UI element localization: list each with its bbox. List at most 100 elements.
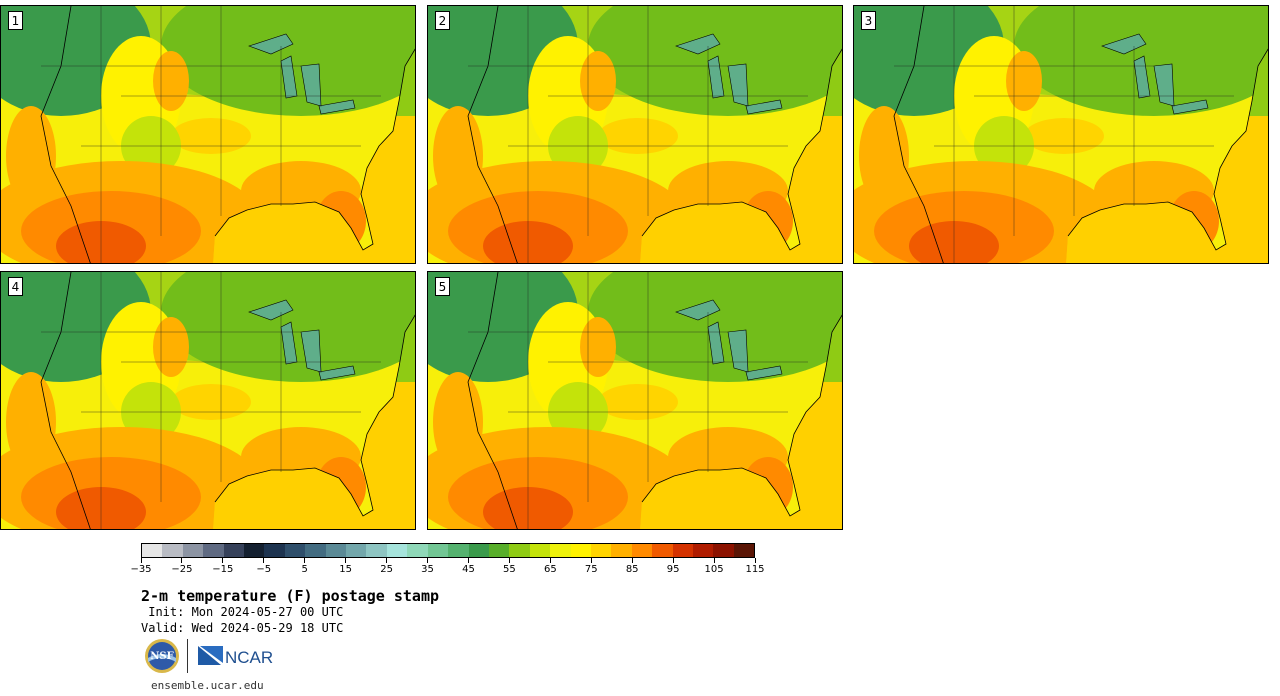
colorbar-swatch [346, 544, 367, 557]
land-area [1, 6, 415, 263]
colorbar-tick-label: −35 [130, 564, 152, 575]
colorbar-tick [549, 558, 551, 563]
west-coastline [467, 272, 518, 529]
colorbar-tick [181, 558, 183, 563]
colorbar-tick-label: 5 [301, 564, 308, 575]
colorbar-swatch [427, 544, 449, 557]
temperature-map [428, 6, 842, 263]
colorbar-swatch [244, 544, 265, 557]
nsf-logo-text: NSF [150, 651, 173, 662]
colorbar-swatch [631, 544, 653, 557]
website-url: ensemble.ucar.edu [151, 679, 264, 692]
temperature-colorbar [141, 543, 755, 558]
coastline [214, 314, 415, 517]
colorbar-tick [467, 558, 469, 563]
coastline [641, 48, 842, 251]
west-coastline [40, 272, 91, 529]
colorbar-tick [590, 558, 592, 563]
colorbar-swatch [509, 544, 530, 557]
colorbar-tick [345, 558, 347, 563]
colorbar-swatch [264, 544, 285, 557]
temperature-map [428, 272, 842, 529]
colorbar-swatch [386, 544, 408, 557]
panel-number: 4 [8, 277, 23, 296]
colorbar-swatch [142, 544, 163, 557]
temperature-map [854, 6, 1268, 263]
map-panel-2: 2 [427, 5, 843, 264]
land-area [854, 6, 1268, 263]
panel-number: 5 [435, 277, 450, 296]
colorbar-tick-label: −5 [256, 564, 272, 575]
land-area [428, 6, 842, 263]
colorbar-swatch [182, 544, 204, 557]
colorbar-tick [263, 558, 265, 563]
temperature-map [1, 6, 415, 263]
colorbar-tick-label: −15 [212, 564, 234, 575]
colorbar-swatch [325, 544, 347, 557]
colorbar-swatch [407, 544, 428, 557]
colorbar-swatch [590, 544, 612, 557]
colorbar-swatch [652, 544, 673, 557]
colorbar-tick [713, 558, 715, 563]
west-coastline [40, 6, 91, 263]
state-borders [468, 272, 808, 529]
map-panel-3: 3 [853, 5, 1269, 264]
state-borders [41, 272, 381, 529]
ncar-logo: NCAR [198, 646, 273, 667]
map-panel-1: 1 [0, 5, 416, 264]
west-coastline [893, 6, 944, 263]
valid-time: Valid: Wed 2024-05-29 18 UTC [141, 621, 344, 635]
west-coastline [467, 6, 518, 263]
colorbar-tick-label: 95 [666, 564, 680, 575]
nsf-logo: NSF [145, 639, 179, 673]
colorbar-swatch [611, 544, 632, 557]
coastline [1067, 48, 1268, 251]
panel-number: 2 [435, 11, 450, 30]
colorbar-swatch [223, 544, 245, 557]
colorbar-tick-label: 75 [584, 564, 598, 575]
colorbar-swatch [305, 544, 326, 557]
colorbar-tick [140, 558, 142, 563]
colorbar-swatch [284, 544, 306, 557]
coastline [641, 314, 842, 517]
logo-separator [187, 639, 188, 673]
land-area [1, 272, 415, 529]
colorbar-swatch [733, 544, 755, 557]
colorbar-tick [222, 558, 224, 563]
colorbar-ticks: −35 −25 −15 −5 5 15 25 35 45 55 65 75 85 95 105 115 [130, 558, 765, 578]
colorbar-swatch [448, 544, 469, 557]
colorbar-swatch [550, 544, 571, 557]
state-borders [894, 6, 1234, 263]
init-time: Init: Mon 2024-05-27 00 UTC [141, 605, 344, 619]
panel-number: 3 [861, 11, 876, 30]
colorbar-tick [508, 558, 510, 563]
colorbar-swatch [570, 544, 591, 557]
panel-number: 1 [8, 11, 23, 30]
colorbar-tick-label: 55 [503, 564, 516, 575]
figure-title: 2-m temperature (F) postage stamp [141, 587, 440, 605]
colorbar-tick [386, 558, 388, 563]
colorbar-tick [754, 558, 756, 563]
colorbar-tick [631, 558, 633, 563]
colorbar-swatch [672, 544, 693, 557]
colorbar-tick-label: 45 [462, 564, 475, 575]
colorbar-tick-label: 15 [339, 564, 353, 575]
colorbar-tick-label: 105 [704, 564, 724, 575]
colorbar-swatch [366, 544, 387, 557]
colorbar-swatch [713, 544, 734, 557]
colorbar-tick-label: 85 [625, 564, 639, 575]
map-panel-4: 4 [0, 271, 416, 530]
colorbar-swatch [162, 544, 183, 557]
colorbar-tick-label: 115 [745, 564, 765, 575]
land-area [428, 272, 842, 529]
colorbar-tick [304, 558, 306, 563]
state-borders [41, 6, 381, 263]
temperature-map [1, 272, 415, 529]
colorbar-swatch [468, 544, 489, 557]
coastline [214, 48, 415, 251]
colorbar-swatch [203, 544, 224, 557]
colorbar-tick [672, 558, 674, 563]
colorbar-tick-label: −25 [171, 564, 193, 575]
ncar-logo-text: NCAR [225, 648, 273, 667]
colorbar-swatch [529, 544, 551, 557]
